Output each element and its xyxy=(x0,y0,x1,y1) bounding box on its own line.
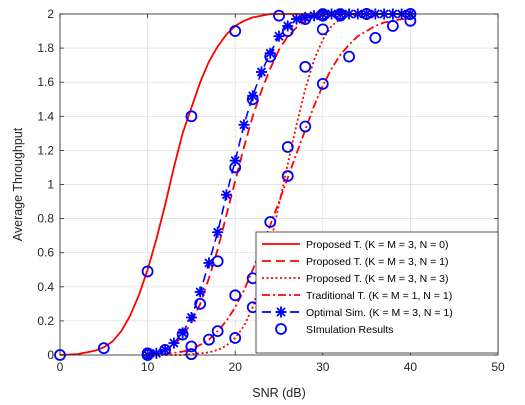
y-tick-label: 0.6 xyxy=(37,246,54,260)
optimal-star-marker xyxy=(168,337,180,349)
y-tick-label: 1.2 xyxy=(37,143,54,157)
simulation-marker xyxy=(264,50,277,63)
simulation-marker xyxy=(141,265,154,278)
x-tick-label: 20 xyxy=(229,360,243,374)
series-line-1 xyxy=(59,13,411,356)
simulation-marker xyxy=(343,50,355,63)
simulation-marker xyxy=(334,9,347,22)
simulation-marker xyxy=(316,9,329,22)
y-tick-label: 1 xyxy=(47,178,54,192)
y-tick-label: 1.6 xyxy=(37,75,54,89)
x-tick-label: 0 xyxy=(57,360,64,374)
optimal-star-marker xyxy=(177,327,189,339)
x-axis-label: SNR (dB) xyxy=(252,386,305,400)
simulation-marker xyxy=(176,328,189,341)
simulation-marker xyxy=(264,216,277,228)
simulation-marker xyxy=(299,60,312,73)
y-tick-label: 0.2 xyxy=(37,314,54,328)
legend-star-marker xyxy=(275,306,287,318)
simulation-marker xyxy=(281,141,294,153)
legend-label: Optimal Sim. (K = M = 3, N = 1) xyxy=(306,307,453,319)
optimal-star-marker xyxy=(220,189,232,201)
simulation-marker xyxy=(229,332,242,344)
simulation-marker xyxy=(369,31,382,44)
y-tick-label: 1.4 xyxy=(37,109,54,123)
optimal-star-marker xyxy=(212,226,224,238)
simulation-marker xyxy=(273,9,285,22)
simulation-marker xyxy=(246,93,259,106)
optimal-star-marker xyxy=(203,257,215,269)
y-tick-label: 1.8 xyxy=(37,41,54,55)
y-tick-label: 0 xyxy=(47,348,54,362)
simulation-marker xyxy=(229,289,242,302)
legend-label: Traditional T. (K = M = 1, N = 1) xyxy=(306,290,452,302)
simulation-marker xyxy=(281,25,294,37)
legend: Proposed T. (K = M = 3, N = 0) Proposed T… xyxy=(255,231,499,354)
optimal-star-marker xyxy=(194,286,206,298)
simulation-marker xyxy=(97,342,110,355)
simulation-marker xyxy=(185,348,198,361)
optimal-star-marker xyxy=(238,119,250,131)
optimal-star-marker xyxy=(273,30,285,42)
simulation-marker xyxy=(194,297,207,310)
simulation-marker xyxy=(203,333,215,346)
simulation-marker xyxy=(281,170,294,182)
simulation-marker xyxy=(229,161,242,174)
optimal-star-marker xyxy=(255,66,267,78)
y-tick-label: 2 xyxy=(47,7,54,21)
legend-swatch xyxy=(275,323,287,335)
y-tick-label: 0.4 xyxy=(37,280,54,294)
legend-label: SImulation Results xyxy=(306,324,394,336)
series-line-4 xyxy=(147,18,411,356)
legend-label: Proposed T. (K = M = 3, N = 0) xyxy=(306,239,449,251)
y-axis-label: Average Throughput xyxy=(11,127,25,241)
x-tick-label: 10 xyxy=(141,360,155,374)
optimal-star-marker xyxy=(159,344,171,356)
legend-label: Proposed T. (K = M = 3, N = 3) xyxy=(306,273,449,285)
simulation-marker xyxy=(316,78,329,90)
simulation-marker xyxy=(185,340,198,353)
legend-label: Proposed T. (K = M = 3, N = 1) xyxy=(306,256,449,268)
simulation-marker xyxy=(185,110,198,123)
simulation-marker xyxy=(211,325,224,338)
ticks: 0 10 20 30 40 50 0 0.2 0.4 0.6 0.8 1 1.2 1.4 1.6 1.8 2 xyxy=(37,7,505,374)
series-line-2 xyxy=(147,13,411,355)
x-tick-label: 50 xyxy=(491,360,505,374)
simulation-marker xyxy=(229,25,242,37)
x-tick-label: 30 xyxy=(316,360,330,374)
legend-box xyxy=(255,231,499,354)
simulation-marker xyxy=(211,255,224,268)
simulation-marker xyxy=(316,23,329,36)
y-tick-label: 0.8 xyxy=(37,212,54,226)
x-tick-label: 40 xyxy=(404,360,418,374)
simulation-marker xyxy=(386,20,399,32)
simulation-marker xyxy=(299,120,312,133)
optimal-star-marker xyxy=(185,311,197,323)
